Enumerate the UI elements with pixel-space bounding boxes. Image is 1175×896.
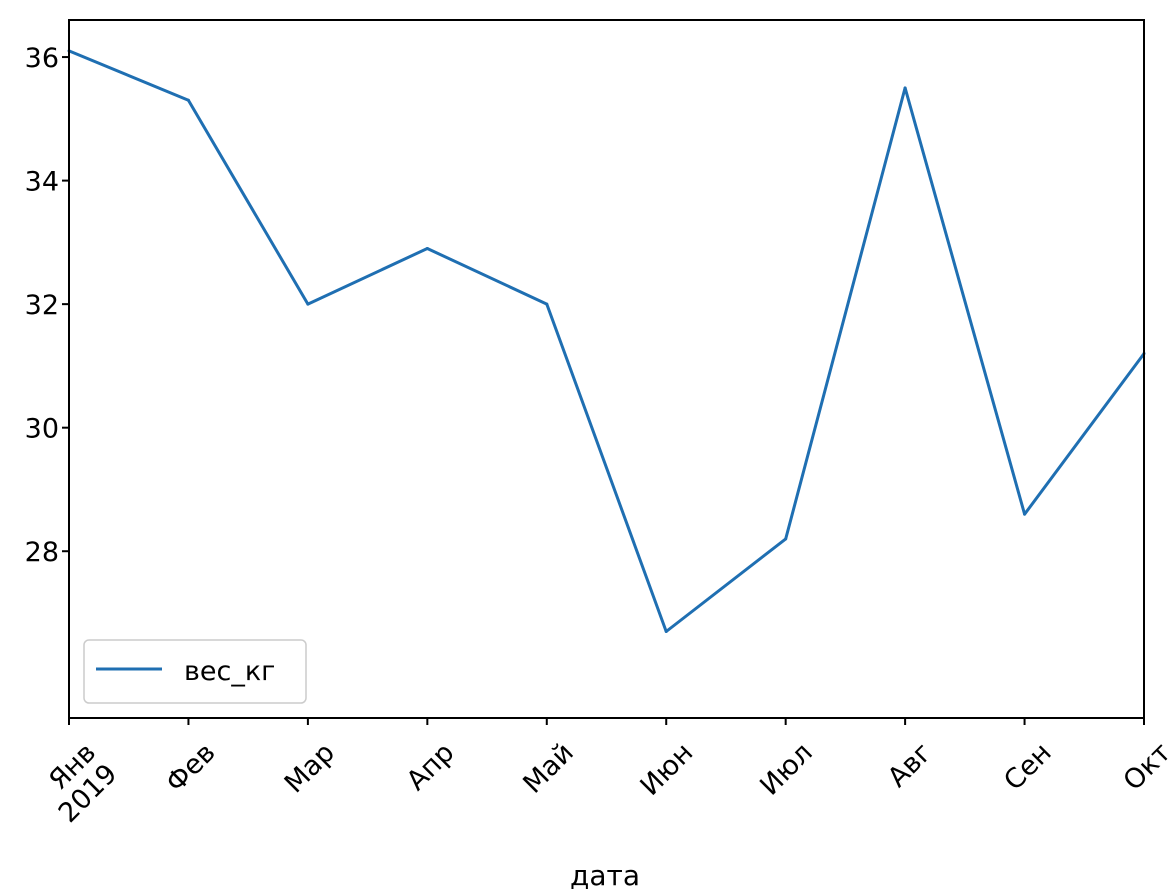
data-point [306, 302, 310, 306]
data-point [545, 302, 549, 306]
x-axis-ticks: Янв2019 Фев Мар Апр Май Июн Июл Авг Сен Окт [32, 718, 1175, 829]
x-tick-label: Май [517, 737, 580, 800]
legend-box [83, 639, 307, 704]
x-tick-label: Апр [401, 737, 461, 797]
x-tick-label: Янв2019 [32, 737, 124, 829]
data-point [784, 537, 788, 541]
legend: вес_кг [83, 639, 307, 704]
y-tick-label: 36 [25, 43, 59, 74]
data-point [425, 247, 429, 251]
data-point [664, 630, 668, 634]
x-tick-label: Мар [279, 737, 341, 799]
x-tick-label: Июн [635, 737, 700, 802]
y-tick-label: 30 [25, 414, 59, 445]
x-tick-label: Окт [1117, 737, 1175, 797]
data-point [903, 86, 907, 90]
data-point [186, 98, 190, 102]
y-tick-label: 28 [25, 537, 59, 568]
series-line [68, 49, 1146, 633]
x-tick-label: Июл [754, 737, 818, 801]
x-axis-title: дата [570, 859, 640, 892]
y-axis-ticks: 28 30 32 34 36 [25, 43, 69, 568]
x-tick-label: Фев [160, 737, 221, 798]
x-tick-label: Сен [998, 737, 1057, 796]
x-tick-label: Авг [882, 737, 938, 793]
y-tick-label: 34 [25, 167, 59, 198]
series-layer [67, 49, 1146, 634]
y-tick-label: 32 [25, 290, 59, 321]
data-point [1023, 512, 1027, 516]
legend-label: вес_кг [184, 656, 275, 687]
plot-frame [68, 19, 1145, 719]
